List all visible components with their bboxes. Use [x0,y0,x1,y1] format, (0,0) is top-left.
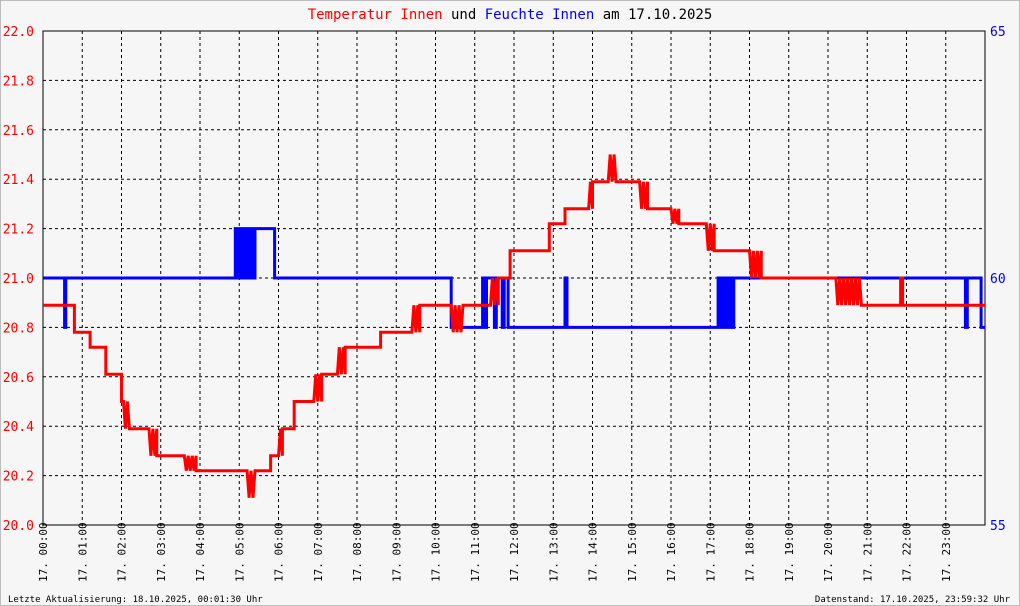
y-right-tick-label: 55 [990,519,1006,534]
x-tick-label: 17. 03:00 [155,522,168,582]
x-tick-label: 17. 07:00 [312,522,325,582]
y-left-tick-label: 20.4 [3,420,34,435]
y-left-tick-label: 20.6 [3,371,34,386]
x-tick-label: 17. 08:00 [351,522,364,582]
chart-title: Temperatur Innen und Feuchte Innen am 17… [308,7,713,23]
y-right-tick-label: 60 [990,272,1006,287]
x-tick-label: 17. 10:00 [430,522,443,582]
y-left-tick-label: 20.0 [3,519,34,534]
x-tick-label: 17. 00:00 [37,522,50,582]
y-left-tick-label: 21.2 [3,223,34,238]
chart-title-part: Feuchte Innen [485,7,595,23]
x-tick-label: 17. 12:00 [508,522,521,582]
series-layer [43,154,985,498]
x-tick-label: 17. 01:00 [76,522,89,582]
x-tick-label: 17. 11:00 [469,522,482,582]
y-left-tick-label: 21.4 [3,173,34,188]
chart-title-part: am 17.10.2025 [594,7,712,23]
x-tick-label: 17. 20:00 [822,522,835,582]
x-tick-label: 17. 16:00 [665,522,678,582]
series-line-temperature [43,154,985,498]
chart-title-part: Temperatur Innen [308,7,443,23]
x-axis-ticks: 17. 00:00 17. 01:00 17. 02:00 17. 03:00 17. … [37,522,953,582]
x-tick-label: 17. 17:00 [704,522,717,582]
y-left-tick-label: 21.8 [3,74,34,89]
x-tick-label: 17. 18:00 [744,522,757,582]
y-left-tick-label: 21.6 [3,124,34,139]
x-tick-label: 17. 09:00 [390,522,403,582]
y-right-tick-label: 65 [990,25,1006,40]
x-tick-label: 17. 21:00 [861,522,874,582]
x-tick-label: 17. 02:00 [116,522,129,582]
series-line-humidity [43,227,985,329]
y-left-tick-label: 20.2 [3,470,34,485]
y-axis-right-ticks: 55 60 65 [990,25,1006,534]
x-tick-label: 17. 04:00 [194,522,207,582]
y-left-tick-label: 20.8 [3,321,34,336]
y-axis-left-ticks: 20.0 20.2 20.4 20.6 20.8 21.0 21.2 21.4 21.6 21.8… [3,25,34,534]
x-tick-label: 17. 23:00 [940,522,953,582]
x-tick-label: 17. 05:00 [233,522,246,582]
x-tick-label: 17. 13:00 [547,522,560,582]
chart-title-part: und [443,7,485,23]
x-tick-label: 17. 14:00 [587,522,600,582]
y-left-tick-label: 22.0 [3,25,34,40]
x-tick-label: 17. 15:00 [626,522,639,582]
footer-data-status: Datenstand: 17.10.2025, 23:59:32 Uhr [815,595,1011,605]
y-left-tick-label: 21.0 [3,272,34,287]
x-tick-label: 17. 22:00 [901,522,914,582]
x-tick-label: 17. 06:00 [273,522,286,582]
footer-last-update: Letzte Aktualisierung: 18.10.2025, 00:01… [8,595,263,605]
x-tick-label: 17. 19:00 [783,522,796,582]
